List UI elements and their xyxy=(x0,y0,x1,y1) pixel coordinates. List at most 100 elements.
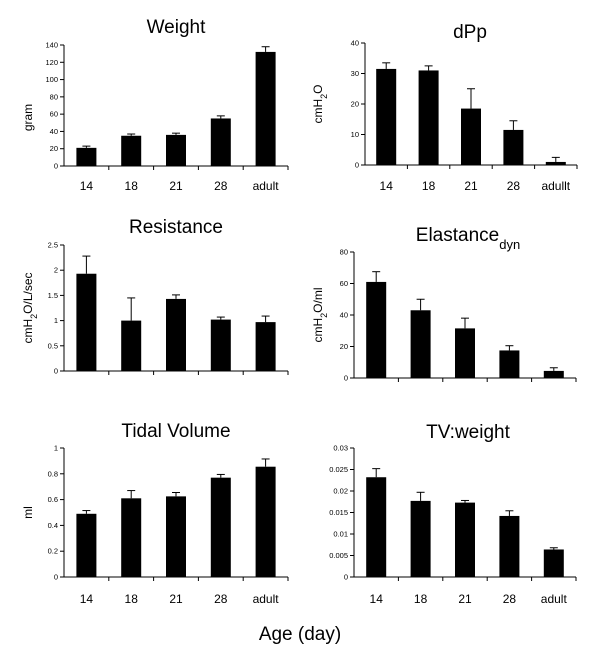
chart-panel-5: TV:weight 0 0.005 0.01 0.015 0.02 0.025 0.03 14 1… xyxy=(329,422,577,606)
y-tick-label: 2.5 xyxy=(48,241,58,250)
bar xyxy=(461,108,481,165)
y-tick-label: 0 xyxy=(355,161,359,170)
x-tick-label: 14 xyxy=(80,179,94,193)
bar xyxy=(210,319,231,371)
y-axis-label: gram xyxy=(21,104,35,131)
y-tick-label: 0.02 xyxy=(333,487,348,496)
y-tick-label: 20 xyxy=(351,100,359,109)
chart-title: Tidal Volume xyxy=(121,421,230,442)
x-tick-label: adullt xyxy=(541,179,570,193)
y-tick-label: 60 xyxy=(340,279,348,288)
x-tick-label: 18 xyxy=(414,592,428,606)
y-tick-label: 1 xyxy=(54,444,58,453)
chart-title: Resistance xyxy=(129,217,223,238)
bar xyxy=(366,477,387,577)
bar xyxy=(76,147,97,166)
bar xyxy=(410,500,431,577)
y-tick-label: 0.03 xyxy=(333,444,348,453)
chart-title: Elastancedyn xyxy=(416,225,520,252)
y-axis-label: cmH2O xyxy=(311,84,329,123)
x-tick-label: adult xyxy=(253,592,280,606)
bar xyxy=(418,70,439,165)
bar xyxy=(545,161,566,165)
y-axis-label: ml xyxy=(21,506,35,519)
x-tick-label: adult xyxy=(253,179,280,193)
chart-panel-4: Tidal Volume 0 0.2 0.4 0.6 0.8 1 ml 14 18 21 28 adul… xyxy=(21,421,289,606)
y-tick-label: 60 xyxy=(50,110,58,119)
y-tick-label: 40 xyxy=(50,127,58,136)
x-tick-label: 21 xyxy=(458,592,472,606)
chart-panel-0: Weight 0 20 40 60 80 100 120 140 gram 14 18 21 28 adul… xyxy=(21,17,289,193)
chart-title: Weight xyxy=(147,17,207,38)
y-tick-label: 80 xyxy=(50,92,58,101)
chart-panel-1: dPp 0 10 20 30 40 cmH2O 14 18 21 28 adullt xyxy=(311,22,578,193)
x-tick-label: 18 xyxy=(125,592,139,606)
x-tick-label: 21 xyxy=(464,179,478,193)
bar xyxy=(210,118,231,166)
chart-title: dPp xyxy=(453,22,487,43)
bar xyxy=(499,350,520,378)
y-tick-label: 1.5 xyxy=(48,291,58,300)
bar xyxy=(503,129,524,165)
bar xyxy=(366,281,387,378)
x-tick-label: 14 xyxy=(80,592,94,606)
y-tick-label: 0.015 xyxy=(329,508,348,517)
chart-title: TV:weight xyxy=(426,422,510,443)
y-tick-label: 30 xyxy=(351,69,359,78)
y-tick-label: 20 xyxy=(340,342,348,351)
y-tick-label: 20 xyxy=(50,144,58,153)
bar xyxy=(455,502,475,577)
y-tick-label: 140 xyxy=(45,41,58,50)
x-tick-label: 14 xyxy=(380,179,394,193)
y-tick-label: 0.2 xyxy=(48,547,58,556)
bar xyxy=(76,513,97,577)
x-tick-label: adult xyxy=(541,592,568,606)
y-axis-label: cmH2O/ml xyxy=(311,287,329,342)
x-tick-label: 18 xyxy=(125,179,139,193)
y-tick-label: 0.5 xyxy=(48,341,58,350)
bar xyxy=(210,477,231,577)
x-tick-label: 18 xyxy=(422,179,436,193)
bar xyxy=(499,515,520,577)
y-tick-label: 1 xyxy=(54,316,58,325)
bar xyxy=(166,496,186,577)
bar xyxy=(76,273,97,371)
y-tick-label: 0 xyxy=(54,367,58,376)
bar xyxy=(255,51,276,166)
y-tick-label: 0 xyxy=(54,573,58,582)
y-tick-label: 0.6 xyxy=(48,495,58,504)
y-tick-label: 0 xyxy=(344,374,348,383)
x-tick-label: 28 xyxy=(503,592,517,606)
y-tick-label: 0 xyxy=(54,162,58,171)
y-axis-label: cmH2O/L/sec xyxy=(21,272,39,343)
bar xyxy=(166,134,186,166)
bar xyxy=(255,322,276,371)
bar xyxy=(455,328,475,378)
bar xyxy=(376,68,397,165)
y-tick-label: 0.01 xyxy=(333,530,348,539)
y-tick-label: 0.4 xyxy=(48,521,58,530)
x-tick-label: 14 xyxy=(370,592,384,606)
y-tick-label: 0.025 xyxy=(329,465,348,474)
y-tick-label: 40 xyxy=(340,311,348,320)
y-tick-label: 0.005 xyxy=(329,551,348,560)
bar xyxy=(410,310,431,378)
y-tick-label: 100 xyxy=(45,75,58,84)
y-tick-label: 0 xyxy=(344,573,348,582)
bar xyxy=(255,466,276,577)
x-tick-label: 21 xyxy=(169,592,183,606)
x-tick-label: 28 xyxy=(214,179,228,193)
y-tick-label: 120 xyxy=(45,58,58,67)
figure-xlabel: Age (day) xyxy=(259,624,341,645)
bar xyxy=(543,549,564,577)
chart-panel-2: Resistance 0 0.5 1 1.5 2 2.5 cmH2O/L/sec xyxy=(21,217,289,376)
x-tick-label: 21 xyxy=(169,179,183,193)
y-tick-label: 10 xyxy=(351,130,359,139)
y-tick-label: 0.8 xyxy=(48,469,58,478)
x-tick-label: 28 xyxy=(507,179,521,193)
bar xyxy=(166,298,186,371)
bar xyxy=(543,370,564,378)
bar xyxy=(121,135,142,166)
bar xyxy=(121,498,142,577)
